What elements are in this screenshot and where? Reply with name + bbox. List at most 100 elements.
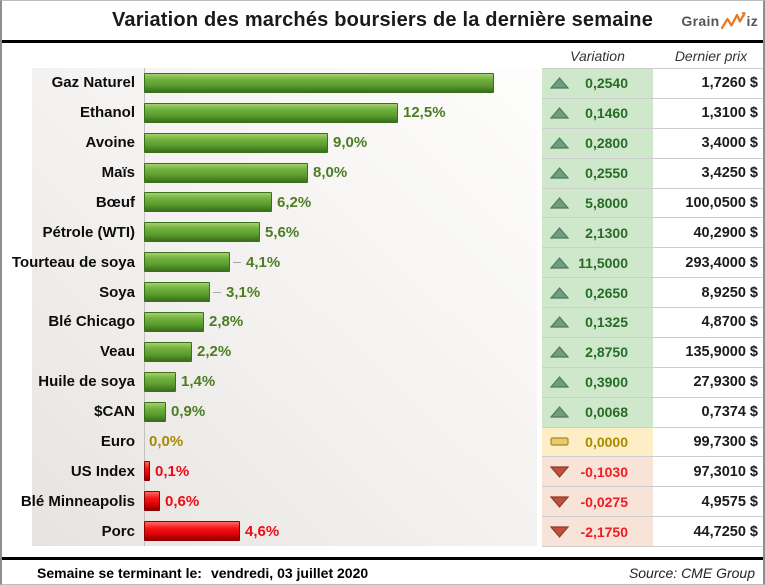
category-label: Huile de soya	[38, 373, 135, 391]
bar-value-label: 0,9%	[171, 403, 206, 421]
bar-value-label: 0,0%	[149, 432, 184, 450]
chart-row: US Index 0,1%	[4, 456, 537, 486]
week-ending-date: vendredi, 03 juillet 2020	[210, 564, 369, 581]
trend-down-icon	[550, 525, 569, 538]
bar-zone: 0,1%	[144, 456, 537, 486]
column-gap	[653, 69, 657, 98]
variation-value: 0,1460	[585, 105, 628, 122]
bar-zone: 6,2%	[144, 188, 537, 218]
bar-value-label: 12,5%	[403, 104, 446, 122]
value-bar	[144, 401, 166, 422]
last-price-value: 44,7250 $	[657, 517, 763, 546]
variation-value: 0,3900	[585, 374, 628, 391]
values-table: 0,2540 1,7260 $ 0,1460 1,3100 $ 0,2800 3,4000…	[542, 68, 763, 547]
column-gap	[653, 457, 657, 487]
last-price-value: 293,4000 $	[657, 248, 763, 278]
variation-value: 0,2550	[585, 165, 628, 182]
table-row: -2,1750 44,7250 $	[542, 517, 763, 547]
logo-text-grain: Grain	[681, 13, 720, 29]
label-leader-line	[213, 291, 221, 293]
column-gap	[653, 487, 657, 517]
variation-cell: 11,5000	[542, 248, 653, 278]
variation-cell: -0,1030	[542, 457, 653, 487]
bar-zone: 2,2%	[144, 337, 537, 367]
table-row: -0,1030 97,3010 $	[542, 457, 763, 488]
bar-value-label: 2,2%	[197, 343, 232, 361]
title-bar: Variation des marchés boursiers de la de…	[2, 1, 763, 43]
variation-value: 11,5000	[578, 254, 628, 271]
column-gap	[653, 367, 657, 397]
bar-zone: 8,0%	[144, 158, 537, 188]
bar-value-label: 1,4%	[181, 373, 216, 391]
chart-row: Soya 3,1%	[4, 277, 537, 307]
trend-flat-icon	[550, 437, 569, 447]
variation-cell: 0,3900	[542, 367, 653, 397]
column-gap	[653, 158, 657, 188]
bar-value-label: 8,0%	[313, 164, 348, 182]
chart-axis-line	[144, 68, 145, 546]
value-bar	[144, 371, 176, 392]
value-bar	[144, 72, 494, 93]
table-row: 0,2550 3,4250 $	[542, 158, 763, 189]
bar-zone: 0,6%	[144, 486, 537, 516]
bar-zone: 12,5%	[144, 98, 537, 128]
last-price-value: 8,9250 $	[657, 278, 763, 307]
trend-up-icon	[550, 316, 569, 329]
variation-cell: -0,0275	[542, 487, 653, 517]
column-gap	[653, 278, 657, 307]
last-price-value: 40,2900 $	[657, 218, 763, 248]
bar-value-label: 6,2%	[277, 193, 312, 211]
table-row: 0,0000 99,7300 $	[542, 427, 763, 458]
variation-value: 5,8000	[585, 194, 628, 211]
table-row: 11,5000 293,4000 $	[542, 248, 763, 279]
bar-zone: 4,6%	[144, 516, 537, 546]
bar-zone: 3,1%	[144, 277, 537, 307]
bar-zone: 5,6%	[144, 217, 537, 247]
chart-row: Tourteau de soya 4,1%	[4, 247, 537, 277]
column-gap	[653, 248, 657, 278]
last-price-value: 97,3010 $	[657, 457, 763, 487]
category-label: Maïs	[101, 164, 135, 182]
last-price-value: 0,7374 $	[657, 397, 763, 427]
column-gap	[653, 98, 657, 128]
trend-down-icon	[550, 496, 569, 508]
category-label: Blé Minneapolis	[20, 492, 135, 510]
variation-cell: 0,2550	[542, 158, 653, 188]
table-row: 0,2540 1,7260 $	[542, 69, 763, 99]
value-bar	[144, 162, 308, 183]
column-header-variation: Variation	[570, 48, 625, 64]
chart-row: Blé Minneapolis 0,6%	[4, 486, 537, 516]
table-row: 0,1460 1,3100 $	[542, 98, 763, 129]
variation-cell: 5,8000	[542, 188, 653, 218]
table-row: 5,8000 100,0500 $	[542, 188, 763, 219]
variation-value: 2,8750	[585, 344, 628, 361]
chart-row: Pétrole (WTI) 5,6%	[4, 217, 537, 247]
week-ending-label: Semaine se terminant le:	[37, 564, 202, 581]
bar-zone	[144, 68, 537, 98]
last-price-value: 3,4250 $	[657, 158, 763, 188]
variation-cell: 0,0068	[542, 397, 653, 427]
value-bar	[144, 282, 210, 303]
trend-up-icon	[550, 197, 569, 209]
table-row: 0,0068 0,7374 $	[542, 397, 763, 428]
chart-row: Bœuf 6,2%	[4, 188, 537, 218]
variation-cell: 0,1460	[542, 98, 653, 128]
trend-up-icon	[550, 256, 569, 269]
bar-value-label: 4,1%	[246, 253, 281, 271]
bar-value-label: 4,6%	[245, 522, 280, 540]
bar-zone: 0,0%	[144, 427, 537, 457]
category-label: Euro	[100, 432, 135, 450]
trend-up-icon	[550, 346, 569, 358]
chart-row: Gaz Naturel	[4, 68, 537, 98]
variation-value: 0,2540	[585, 75, 628, 92]
last-price-value: 1,3100 $	[657, 98, 763, 128]
category-label: Avoine	[85, 134, 135, 152]
bar-value-label: 5,6%	[265, 223, 300, 241]
chart-row: Euro 0,0%	[4, 427, 537, 457]
page-title: Variation des marchés boursiers de la de…	[111, 9, 654, 31]
trend-up-icon	[550, 137, 569, 149]
variation-value: 0,2650	[585, 284, 628, 301]
bar-zone: 0,9%	[144, 397, 537, 427]
column-gap	[653, 427, 657, 457]
